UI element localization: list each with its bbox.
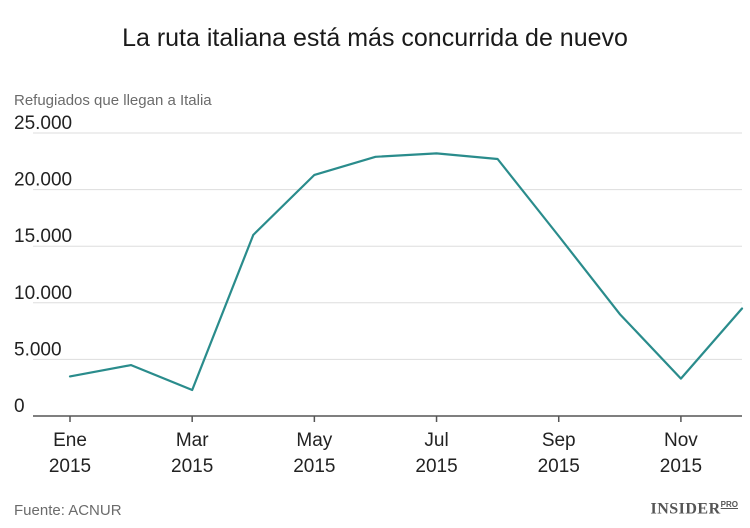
y-tick-label: 15.000 (14, 226, 72, 247)
data-point (619, 313, 621, 315)
source-note: Fuente: ACNUR (14, 502, 122, 519)
y-tick-label: 10.000 (14, 283, 72, 304)
y-tick-label: 0 (14, 396, 25, 417)
y-axis-label: Refugiados que llegan a Italia (14, 92, 212, 109)
data-point (313, 174, 316, 176)
data-point (435, 152, 438, 155)
x-tick-label-month: May (296, 430, 332, 451)
x-tick-label-month: Sep (542, 430, 576, 451)
series-line (68, 152, 744, 392)
x-tick-label-year: 2015 (49, 456, 91, 477)
x-tick-label-month: Ene (53, 430, 87, 451)
y-tick-label: 5.000 (14, 339, 62, 360)
x-tick-label-year: 2015 (538, 456, 580, 477)
y-tick-label: 25.000 (14, 113, 72, 134)
x-tick-label-year: 2015 (293, 456, 335, 477)
x-tick-label-month: Mar (176, 430, 209, 451)
data-point (191, 389, 193, 391)
data-point (252, 234, 255, 236)
chart-title: La ruta italiana está más concurrida de … (122, 24, 628, 52)
brand-suffix: PRO (720, 500, 738, 509)
x-tick-label-year: 2015 (171, 456, 213, 477)
data-point (557, 235, 560, 237)
x-tick-label-year: 2015 (660, 456, 702, 477)
x-tick-label-month: Nov (664, 430, 698, 451)
data-point (496, 158, 499, 160)
data-point (374, 155, 377, 158)
data-point (130, 364, 132, 366)
data-point (680, 377, 682, 380)
brand-name: INSIDER (650, 500, 721, 518)
y-tick-label: 20.000 (14, 170, 72, 191)
data-point (741, 307, 743, 310)
x-tick-label-year: 2015 (415, 456, 457, 477)
data-point (69, 375, 71, 378)
brand-logo: INSIDERPRO (650, 500, 738, 518)
x-tick-label-month: Jul (424, 430, 448, 451)
